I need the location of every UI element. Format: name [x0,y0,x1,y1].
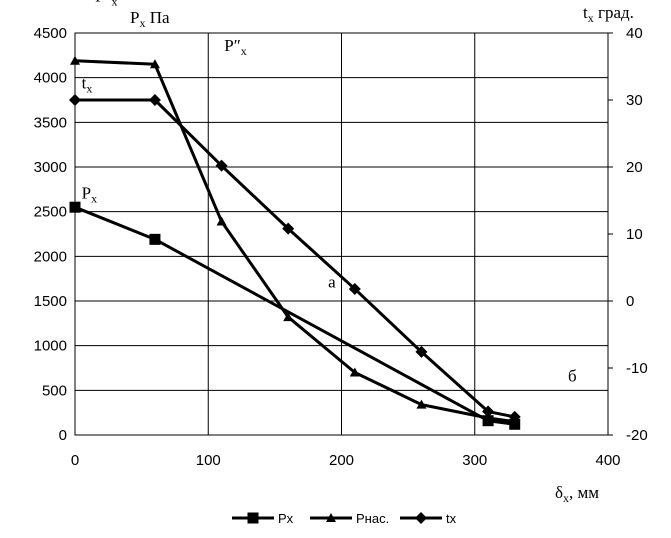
left-tick-label-2000: 2000 [34,248,67,265]
series-tx-point-5 [415,345,428,358]
right-axis-ticks: -20 -10 0 10 20 30 40 [608,25,648,444]
left-tick-label-500: 500 [42,382,67,399]
series-tx-point-7 [508,410,521,423]
legend: Px Pнас. tx [232,511,457,526]
series-tx-line [75,98,516,419]
x-tick-label-200: 200 [329,452,354,469]
left-tick-label-4000: 4000 [34,70,67,87]
left-tick-label-0: 0 [59,427,67,444]
series-px-point-0 [69,201,81,213]
right-tick-label-40: 40 [626,25,643,42]
series-pнас [70,55,520,426]
right-tick-label-10: 10 [626,226,643,243]
series-tx [69,94,521,423]
right-tick-label--10: -10 [626,360,648,377]
series-pнас-point-3 [283,312,294,322]
left-tick-label-1000: 1000 [34,338,67,355]
right-tick-label-0: 0 [626,293,634,310]
annotation-3: Px [82,183,97,205]
left-tick-label-3500: 3500 [34,114,67,131]
series-tx-point-3 [282,222,295,235]
legend-item-tx: tx [400,511,457,526]
annotation-5: б [568,366,577,385]
legend-item-px: Px [232,511,294,526]
right-tick-label--20: -20 [626,427,648,444]
x-tick-label-400: 400 [595,452,620,469]
series-tx-point-1 [148,94,161,106]
annotations: P″x P″x tx Px а б [82,0,577,385]
right-axis-title: tx град. [583,3,634,25]
series-tx-point-0 [69,94,81,106]
annotation-0: P″x [95,0,118,9]
left-tick-label-3000: 3000 [34,159,67,176]
series-group [69,55,521,430]
annotation-1: P″x [224,36,247,58]
series-pнас-point-4 [349,367,360,377]
legend-item-px-label: Px [278,511,294,526]
annotation-4: а [328,273,336,292]
legend-item-tx-marker [415,512,427,524]
series-pнас-point-5 [416,399,427,409]
series-tx-point-2 [215,159,228,172]
x-tick-label-0: 0 [71,452,79,469]
left-axis-ticks: 0 500 1000 1500 2000 2500 3000 3500 4000 4500 [34,25,67,444]
series-px-line [74,205,515,426]
x-axis-ticks: 0 100 200 300 400 [71,452,621,469]
series-px-point-1 [149,233,161,245]
legend-item-pнас: Pнас. [310,511,389,526]
x-tick-label-300: 300 [462,452,487,469]
series-pнас-line [74,59,515,424]
x-tick-label-100: 100 [196,452,221,469]
left-tick-label-4500: 4500 [34,25,67,42]
series-tx-point-6 [482,405,495,418]
x-axis-title: δx, мм [555,483,599,505]
right-tick-label-20: 20 [626,159,643,176]
left-tick-label-2500: 2500 [34,204,67,221]
legend-item-px-marker [247,512,259,524]
legend-item-tx-label: tx [446,511,457,526]
left-axis-title: Px Па [130,8,170,30]
series-pнас-point-1 [149,59,160,69]
series-pнас-point-2 [216,216,227,226]
legend-item-pнас-label: Pнас. [356,511,389,526]
right-tick-label-30: 30 [626,92,643,109]
series-pнас-point-0 [70,55,80,65]
series-tx-point-4 [348,282,361,295]
annotation-2: tx [82,73,93,95]
left-tick-label-1500: 1500 [34,293,67,310]
axis-labels: Px Па tx град. δx, мм [130,3,634,505]
legend-item-pнас-marker [326,513,336,522]
